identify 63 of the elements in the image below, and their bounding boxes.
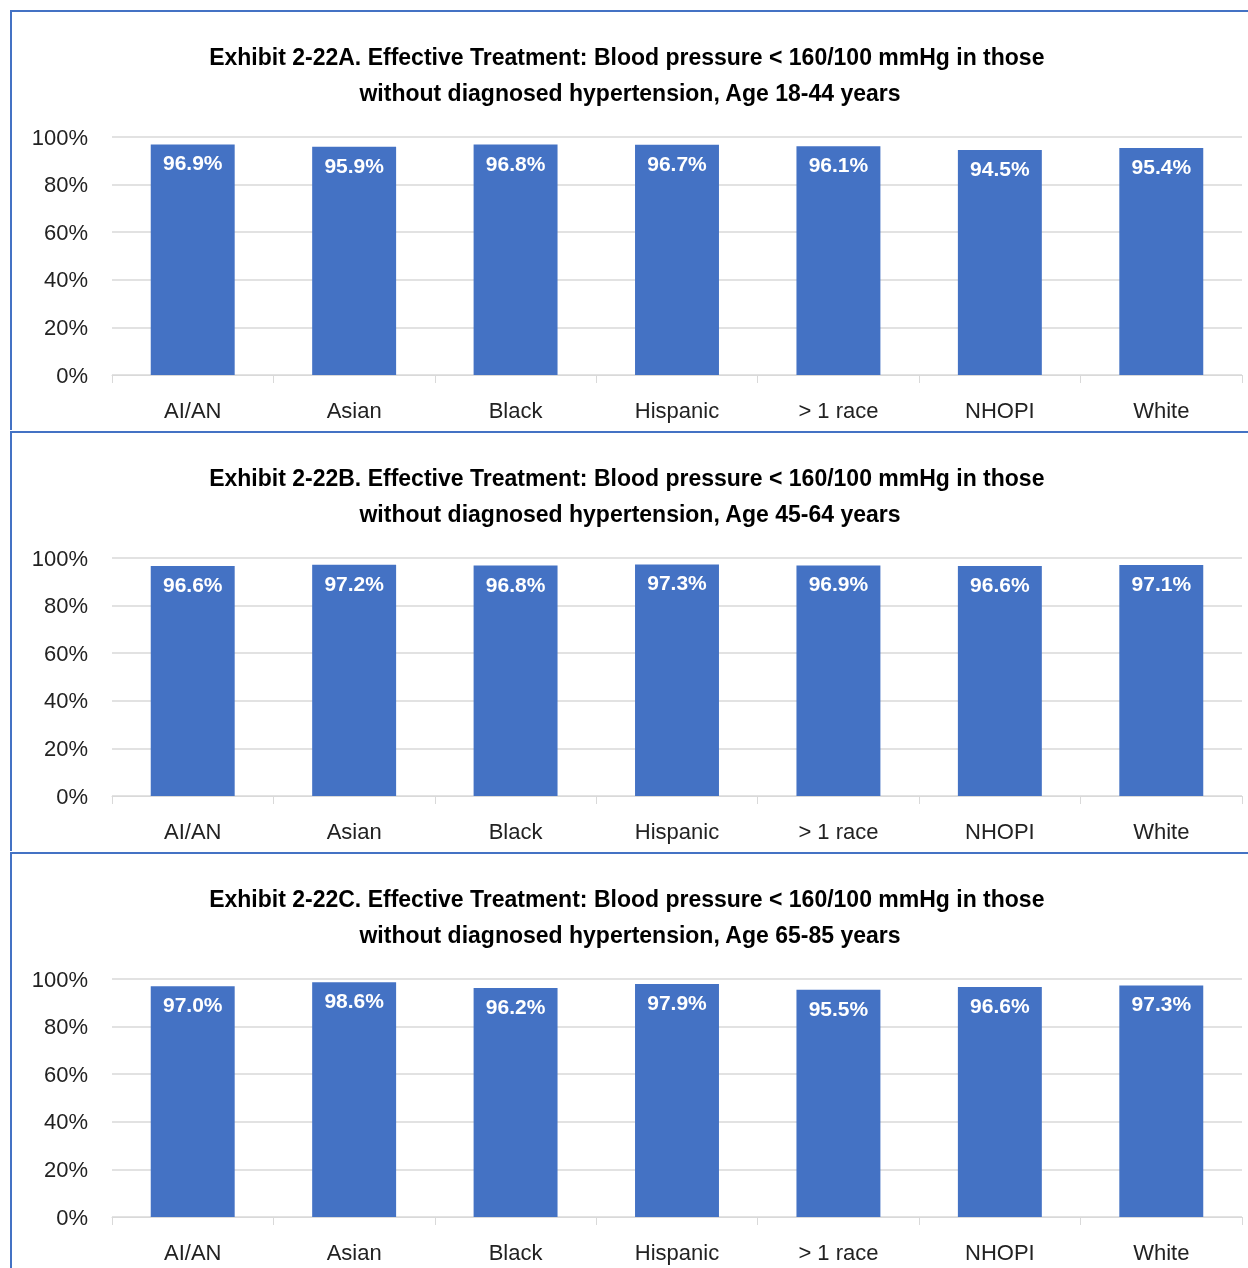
y-tick-label: 20% bbox=[43, 735, 88, 761]
x-tick-label: AI/AN bbox=[163, 397, 222, 423]
x-tick-label: Asian bbox=[326, 818, 382, 844]
y-tick-label: 60% bbox=[43, 219, 88, 245]
x-tick-label: NHOPI bbox=[965, 818, 1035, 844]
x-tick-label: NHOPI bbox=[965, 397, 1035, 423]
chart-title: Exhibit 2-22C. Effective Treatment: Blood pressure < 160/100 mmHg in those without diagnosed hypertension, Age 65-85 years bbox=[209, 886, 1051, 948]
y-tick-label: 80% bbox=[43, 593, 88, 619]
data-label: 96.7% bbox=[647, 151, 708, 175]
x-tick-label: Hispanic bbox=[634, 1239, 720, 1265]
data-label: 97.3% bbox=[1131, 992, 1192, 1016]
x-tick-label: AI/AN bbox=[163, 1239, 222, 1265]
y-tick-label: 40% bbox=[43, 1109, 88, 1135]
y-tick-label: 100% bbox=[31, 124, 88, 150]
y-tick-label: 40% bbox=[43, 688, 88, 714]
data-label: 96.1% bbox=[808, 153, 869, 177]
data-label: 97.0% bbox=[162, 993, 223, 1017]
x-tick-label: > 1 race bbox=[798, 1239, 879, 1265]
data-label: 94.5% bbox=[970, 157, 1030, 181]
y-tick-label: 60% bbox=[43, 640, 88, 666]
data-label: 97.9% bbox=[647, 991, 708, 1014]
data-label: 96.9% bbox=[808, 572, 869, 596]
data-label: 96.6% bbox=[970, 573, 1030, 597]
chart-title: Exhibit 2-22B. Effective Treatment: Blood pressure < 160/100 mmHg in those without diagnosed hypertension, Age 45-64 years bbox=[209, 465, 1051, 527]
x-tick-label: Hispanic bbox=[634, 397, 720, 423]
y-tick-label: 0% bbox=[56, 783, 88, 809]
y-tick-label: 40% bbox=[43, 267, 88, 293]
chart-title: Exhibit 2-22A. Effective Treatment: Blood pressure < 160/100 mmHg in those without diagnosed hypertension, Age 18-44 years bbox=[209, 44, 1051, 106]
data-label: 98.6% bbox=[324, 989, 385, 1013]
data-label: 96.6% bbox=[970, 994, 1030, 1018]
data-label: 96.8% bbox=[485, 572, 546, 596]
x-tick-label: Hispanic bbox=[634, 818, 720, 844]
x-tick-label: White bbox=[1133, 397, 1190, 423]
x-tick-label: Asian bbox=[326, 397, 382, 423]
y-tick-label: 0% bbox=[56, 1204, 88, 1230]
x-tick-label: Black bbox=[488, 818, 544, 844]
y-tick-label: 80% bbox=[43, 172, 88, 198]
x-tick-label: > 1 race bbox=[798, 818, 879, 844]
y-tick-label: 20% bbox=[43, 1156, 88, 1182]
data-label: 97.2% bbox=[324, 571, 385, 595]
data-label: 95.9% bbox=[324, 153, 385, 177]
x-tick-label: NHOPI bbox=[965, 1239, 1035, 1265]
y-tick-label: 100% bbox=[31, 966, 88, 992]
y-tick-label: 100% bbox=[31, 545, 88, 571]
x-tick-label: White bbox=[1133, 1239, 1190, 1265]
data-label: 96.8% bbox=[485, 151, 546, 175]
data-label: 96.6% bbox=[162, 573, 223, 597]
data-label: 97.3% bbox=[647, 571, 708, 595]
x-tick-label: Black bbox=[488, 397, 544, 423]
data-label: 96.9% bbox=[162, 151, 223, 175]
x-tick-label: AI/AN bbox=[163, 818, 222, 844]
y-tick-label: 60% bbox=[43, 1061, 88, 1087]
y-tick-label: 0% bbox=[56, 362, 88, 388]
x-tick-label: White bbox=[1133, 818, 1190, 844]
y-tick-label: 80% bbox=[43, 1014, 88, 1040]
data-label: 96.2% bbox=[485, 995, 546, 1019]
data-label: 95.5% bbox=[808, 996, 869, 1020]
x-tick-label: Black bbox=[488, 1239, 544, 1265]
y-tick-label: 20% bbox=[43, 314, 88, 340]
data-label: 95.4% bbox=[1131, 154, 1192, 178]
data-label: 97.1% bbox=[1131, 571, 1192, 595]
x-tick-label: Asian bbox=[326, 1239, 382, 1265]
x-tick-label: > 1 race bbox=[798, 397, 879, 423]
